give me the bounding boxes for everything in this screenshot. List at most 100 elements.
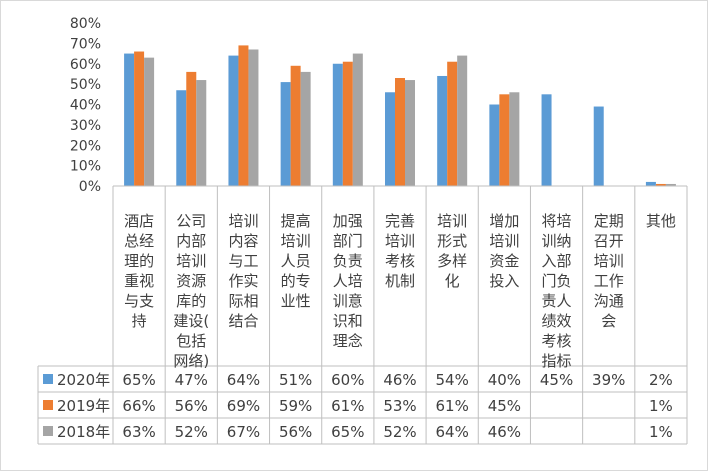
data-label: 53% (383, 397, 416, 415)
legend-swatch-3 (43, 426, 53, 436)
category-label: 培训 (437, 212, 467, 230)
category-label: 将培 (542, 212, 572, 230)
bar-2-1 (134, 51, 145, 187)
bar-1-9 (541, 94, 552, 186)
bar-3-4 (300, 71, 311, 186)
category-label: 工作 (594, 272, 624, 290)
category-label: 机制 (385, 272, 415, 290)
category-label: 培训 (176, 252, 206, 270)
data-label: 66% (122, 397, 155, 415)
data-label: 60% (331, 371, 364, 389)
data-label: 61% (331, 397, 364, 415)
legend-label: 2020年 (57, 371, 110, 389)
category-label: 内部 (176, 232, 206, 250)
bar-1-8 (489, 104, 500, 186)
bar-1-5 (332, 63, 343, 186)
category-label: 完善 (385, 212, 415, 230)
bar-3-8 (509, 92, 520, 186)
bar-3-5 (352, 53, 363, 186)
category-label: 考核 (542, 332, 572, 350)
bar-2-6 (395, 78, 405, 186)
category-label: 部门 (333, 232, 363, 250)
bar-1-6 (385, 92, 395, 186)
bar-2-7 (447, 61, 458, 186)
category-label: 定期 (594, 212, 624, 230)
y-tick-label: 60% (70, 57, 101, 73)
y-tick-label: 40% (70, 98, 101, 114)
legend-label: 2019年 (57, 397, 110, 415)
category-label: 作实 (228, 272, 258, 290)
y-tick-label: 20% (70, 138, 101, 154)
data-label: 56% (175, 397, 208, 415)
category-label: 召开 (594, 232, 624, 250)
data-label: 1% (649, 423, 673, 441)
bar-2-5 (342, 61, 353, 186)
category-label: 结合 (228, 312, 258, 330)
category-label: 负责 (333, 252, 363, 270)
data-label: 54% (436, 371, 469, 389)
data-label: 56% (279, 423, 312, 441)
y-tick-label: 30% (70, 118, 101, 134)
category-label: 持 (132, 312, 147, 330)
category-label: 训意 (333, 292, 363, 310)
category-label: 门负 (542, 272, 572, 290)
category-label: 的专 (281, 272, 311, 290)
category-label: 资金 (489, 252, 519, 270)
category-label: 公司 (176, 212, 206, 230)
bar-1-10 (593, 106, 604, 186)
data-label: 45% (488, 397, 521, 415)
category-label: 人培 (333, 272, 363, 290)
category-label: 增加 (489, 212, 519, 230)
data-label: 52% (175, 423, 208, 441)
category-label: 内容 (228, 232, 258, 250)
data-label: 40% (488, 371, 521, 389)
category-label: 与工 (228, 252, 258, 270)
data-label: 2% (649, 371, 673, 389)
y-tick-label: 10% (70, 159, 101, 175)
category-label: 总经 (124, 232, 154, 250)
category-label: 业性 (281, 292, 311, 310)
category-label: 其他 (646, 212, 676, 230)
category-label: 加强 (333, 212, 363, 230)
category-label: 指标 (542, 352, 572, 370)
data-label: 46% (488, 423, 521, 441)
category-label: 建设( (173, 312, 209, 330)
category-label: 培训 (281, 232, 311, 250)
category-label: 化 (445, 272, 460, 290)
y-tick-label: 80% (70, 16, 101, 32)
category-label: 入部 (542, 252, 572, 270)
category-label: 际相 (228, 292, 258, 310)
bar-1-3 (228, 55, 239, 186)
data-label: 51% (279, 371, 312, 389)
data-label: 52% (383, 423, 416, 441)
data-label: 46% (383, 371, 416, 389)
category-label: 会 (601, 312, 616, 330)
category-label: 责人 (542, 292, 572, 310)
data-label: 39% (592, 371, 625, 389)
data-label: 63% (122, 423, 155, 441)
data-label: 69% (227, 397, 260, 415)
bar-3-7 (457, 55, 468, 186)
data-label: 1% (649, 397, 673, 415)
category-label: 培训 (489, 232, 519, 250)
legend-swatch-1 (43, 374, 53, 384)
category-label: 重视 (124, 272, 154, 290)
legend-label: 2018年 (57, 423, 110, 441)
bar-2-3 (238, 45, 249, 186)
y-tick-label: 0% (79, 179, 101, 195)
category-label: 提高 (281, 212, 311, 230)
category-label: 投入 (489, 272, 519, 290)
category-label: 多样 (437, 252, 467, 270)
category-label: 与支 (124, 292, 154, 310)
data-label: 45% (540, 371, 573, 389)
bar-2-11 (655, 183, 666, 186)
category-label: 理念 (333, 332, 363, 350)
bar-3-1 (144, 57, 155, 187)
bar-3-11 (665, 183, 676, 186)
category-label: 识和 (333, 312, 363, 330)
category-label: 沟通 (594, 292, 624, 310)
category-label: 人员 (281, 252, 311, 270)
category-label: 形式 (437, 232, 467, 250)
